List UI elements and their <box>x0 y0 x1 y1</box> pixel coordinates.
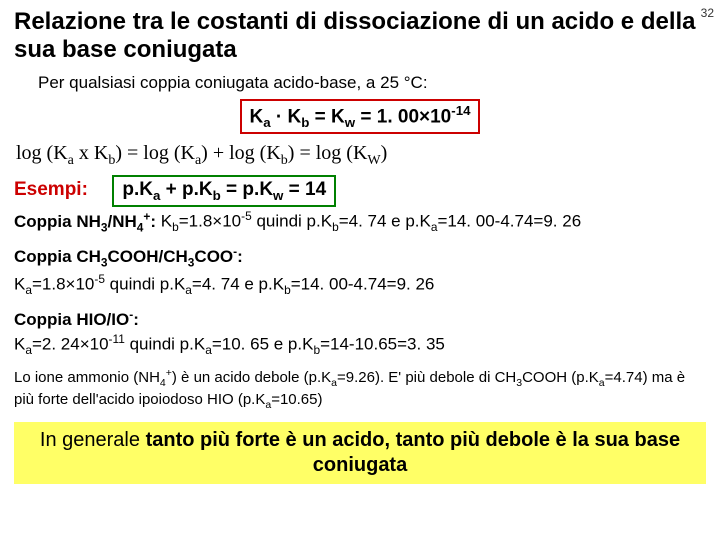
slide-subtitle: Per qualsiasi coppia coniugata acido-bas… <box>38 73 706 93</box>
conclusion-wrap: In generale tanto più forte è un acido, … <box>14 422 706 484</box>
footnote-ammonium: Lo ione ammonio (NH4+) è un acido debole… <box>14 367 706 411</box>
slide-root: 32 Relazione tra le costanti di dissocia… <box>0 0 720 492</box>
example-nh3: Coppia NH3/NH4+: Kb=1.8×10-5 quindi p.Kb… <box>14 209 706 234</box>
equation-1-wrap: Ka · Kb = Kw = 1. 00×10-14 <box>14 99 706 134</box>
slide-title: Relazione tra le costanti di dissociazio… <box>14 8 706 63</box>
example-hio-label: Coppia HIO/IO-: <box>14 307 706 330</box>
equation-pka-pkb-pkw: p.Ka + p.Kb = p.Kw = 14 <box>112 175 336 207</box>
examples-row: Esempi: p.Ka + p.Kb = p.Kw = 14 <box>14 175 706 207</box>
example-ch3cooh-values: Ka=1.8×10-5 quindi p.Ka=4. 74 e p.Kb=14.… <box>14 272 706 297</box>
page-number: 32 <box>701 6 714 20</box>
examples-label: Esempi: <box>14 179 88 201</box>
example-ch3cooh-label: Coppia CH3COOH/CH3COO-: <box>14 244 706 269</box>
log-equation: log (Ka x Kb) = log (Ka) + log (Kb) = lo… <box>16 142 706 169</box>
example-hio-values: Ka=2. 24×10-11 quindi p.Ka=10. 65 e p.Kb… <box>14 332 706 357</box>
conclusion-box: In generale tanto più forte è un acido, … <box>14 422 706 484</box>
equation-ka-kb-kw: Ka · Kb = Kw = 1. 00×10-14 <box>240 99 481 134</box>
